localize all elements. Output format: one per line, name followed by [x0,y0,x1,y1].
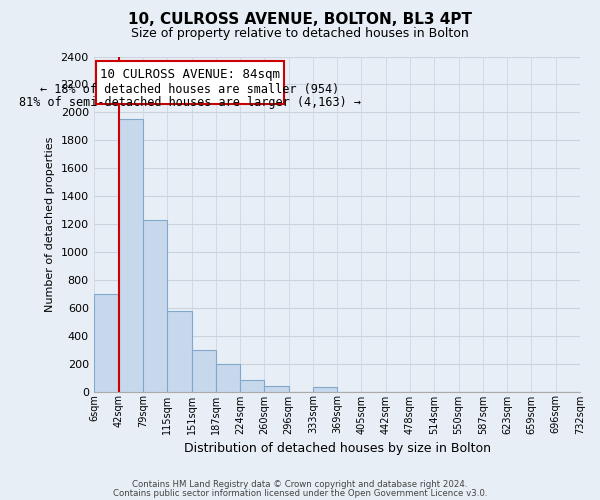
Bar [216,364,240,392]
Bar [167,312,191,392]
Text: 10 CULROSS AVENUE: 84sqm: 10 CULROSS AVENUE: 84sqm [100,68,280,82]
Text: 10, CULROSS AVENUE, BOLTON, BL3 4PT: 10, CULROSS AVENUE, BOLTON, BL3 4PT [128,12,472,28]
Bar [313,386,337,392]
Text: ← 18% of detached houses are smaller (954): ← 18% of detached houses are smaller (95… [40,83,340,96]
FancyBboxPatch shape [97,60,284,104]
Bar [265,386,289,392]
Text: Size of property relative to detached houses in Bolton: Size of property relative to detached ho… [131,28,469,40]
Text: Contains HM Land Registry data © Crown copyright and database right 2024.: Contains HM Land Registry data © Crown c… [132,480,468,489]
Bar [143,220,167,392]
Text: 81% of semi-detached houses are larger (4,163) →: 81% of semi-detached houses are larger (… [19,96,361,110]
Bar [94,294,119,392]
Bar [191,350,216,392]
Text: Contains public sector information licensed under the Open Government Licence v3: Contains public sector information licen… [113,488,487,498]
X-axis label: Distribution of detached houses by size in Bolton: Distribution of detached houses by size … [184,442,491,455]
Bar [119,120,143,392]
Bar [240,380,265,392]
Y-axis label: Number of detached properties: Number of detached properties [45,136,55,312]
